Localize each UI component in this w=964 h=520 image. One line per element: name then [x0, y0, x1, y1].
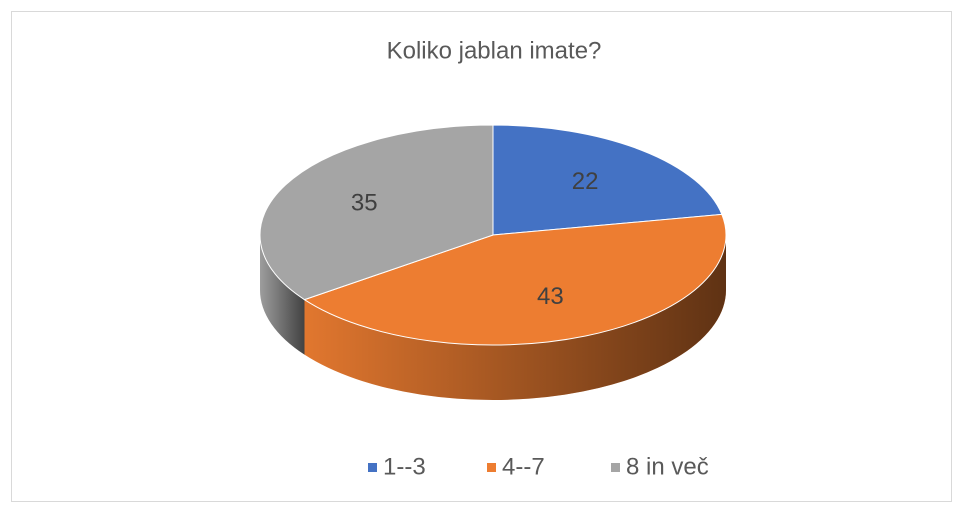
legend-label: 1--3	[383, 453, 426, 480]
slice	[492, 124, 723, 236]
legend-swatch	[487, 463, 496, 472]
data-label: 43	[537, 283, 564, 310]
slice-side-shade	[304, 235, 726, 400]
slice-side-shade	[260, 235, 305, 355]
chart-title: Koliko jablan imate?	[387, 37, 602, 64]
data-label: 35	[351, 189, 378, 216]
slice	[303, 213, 727, 346]
legend-swatch	[611, 463, 620, 472]
legend-label: 8 in več	[626, 453, 709, 480]
slice	[259, 124, 494, 301]
legend-swatch	[368, 463, 377, 472]
legend-label: 4--7	[502, 453, 545, 480]
data-label: 22	[572, 168, 599, 195]
